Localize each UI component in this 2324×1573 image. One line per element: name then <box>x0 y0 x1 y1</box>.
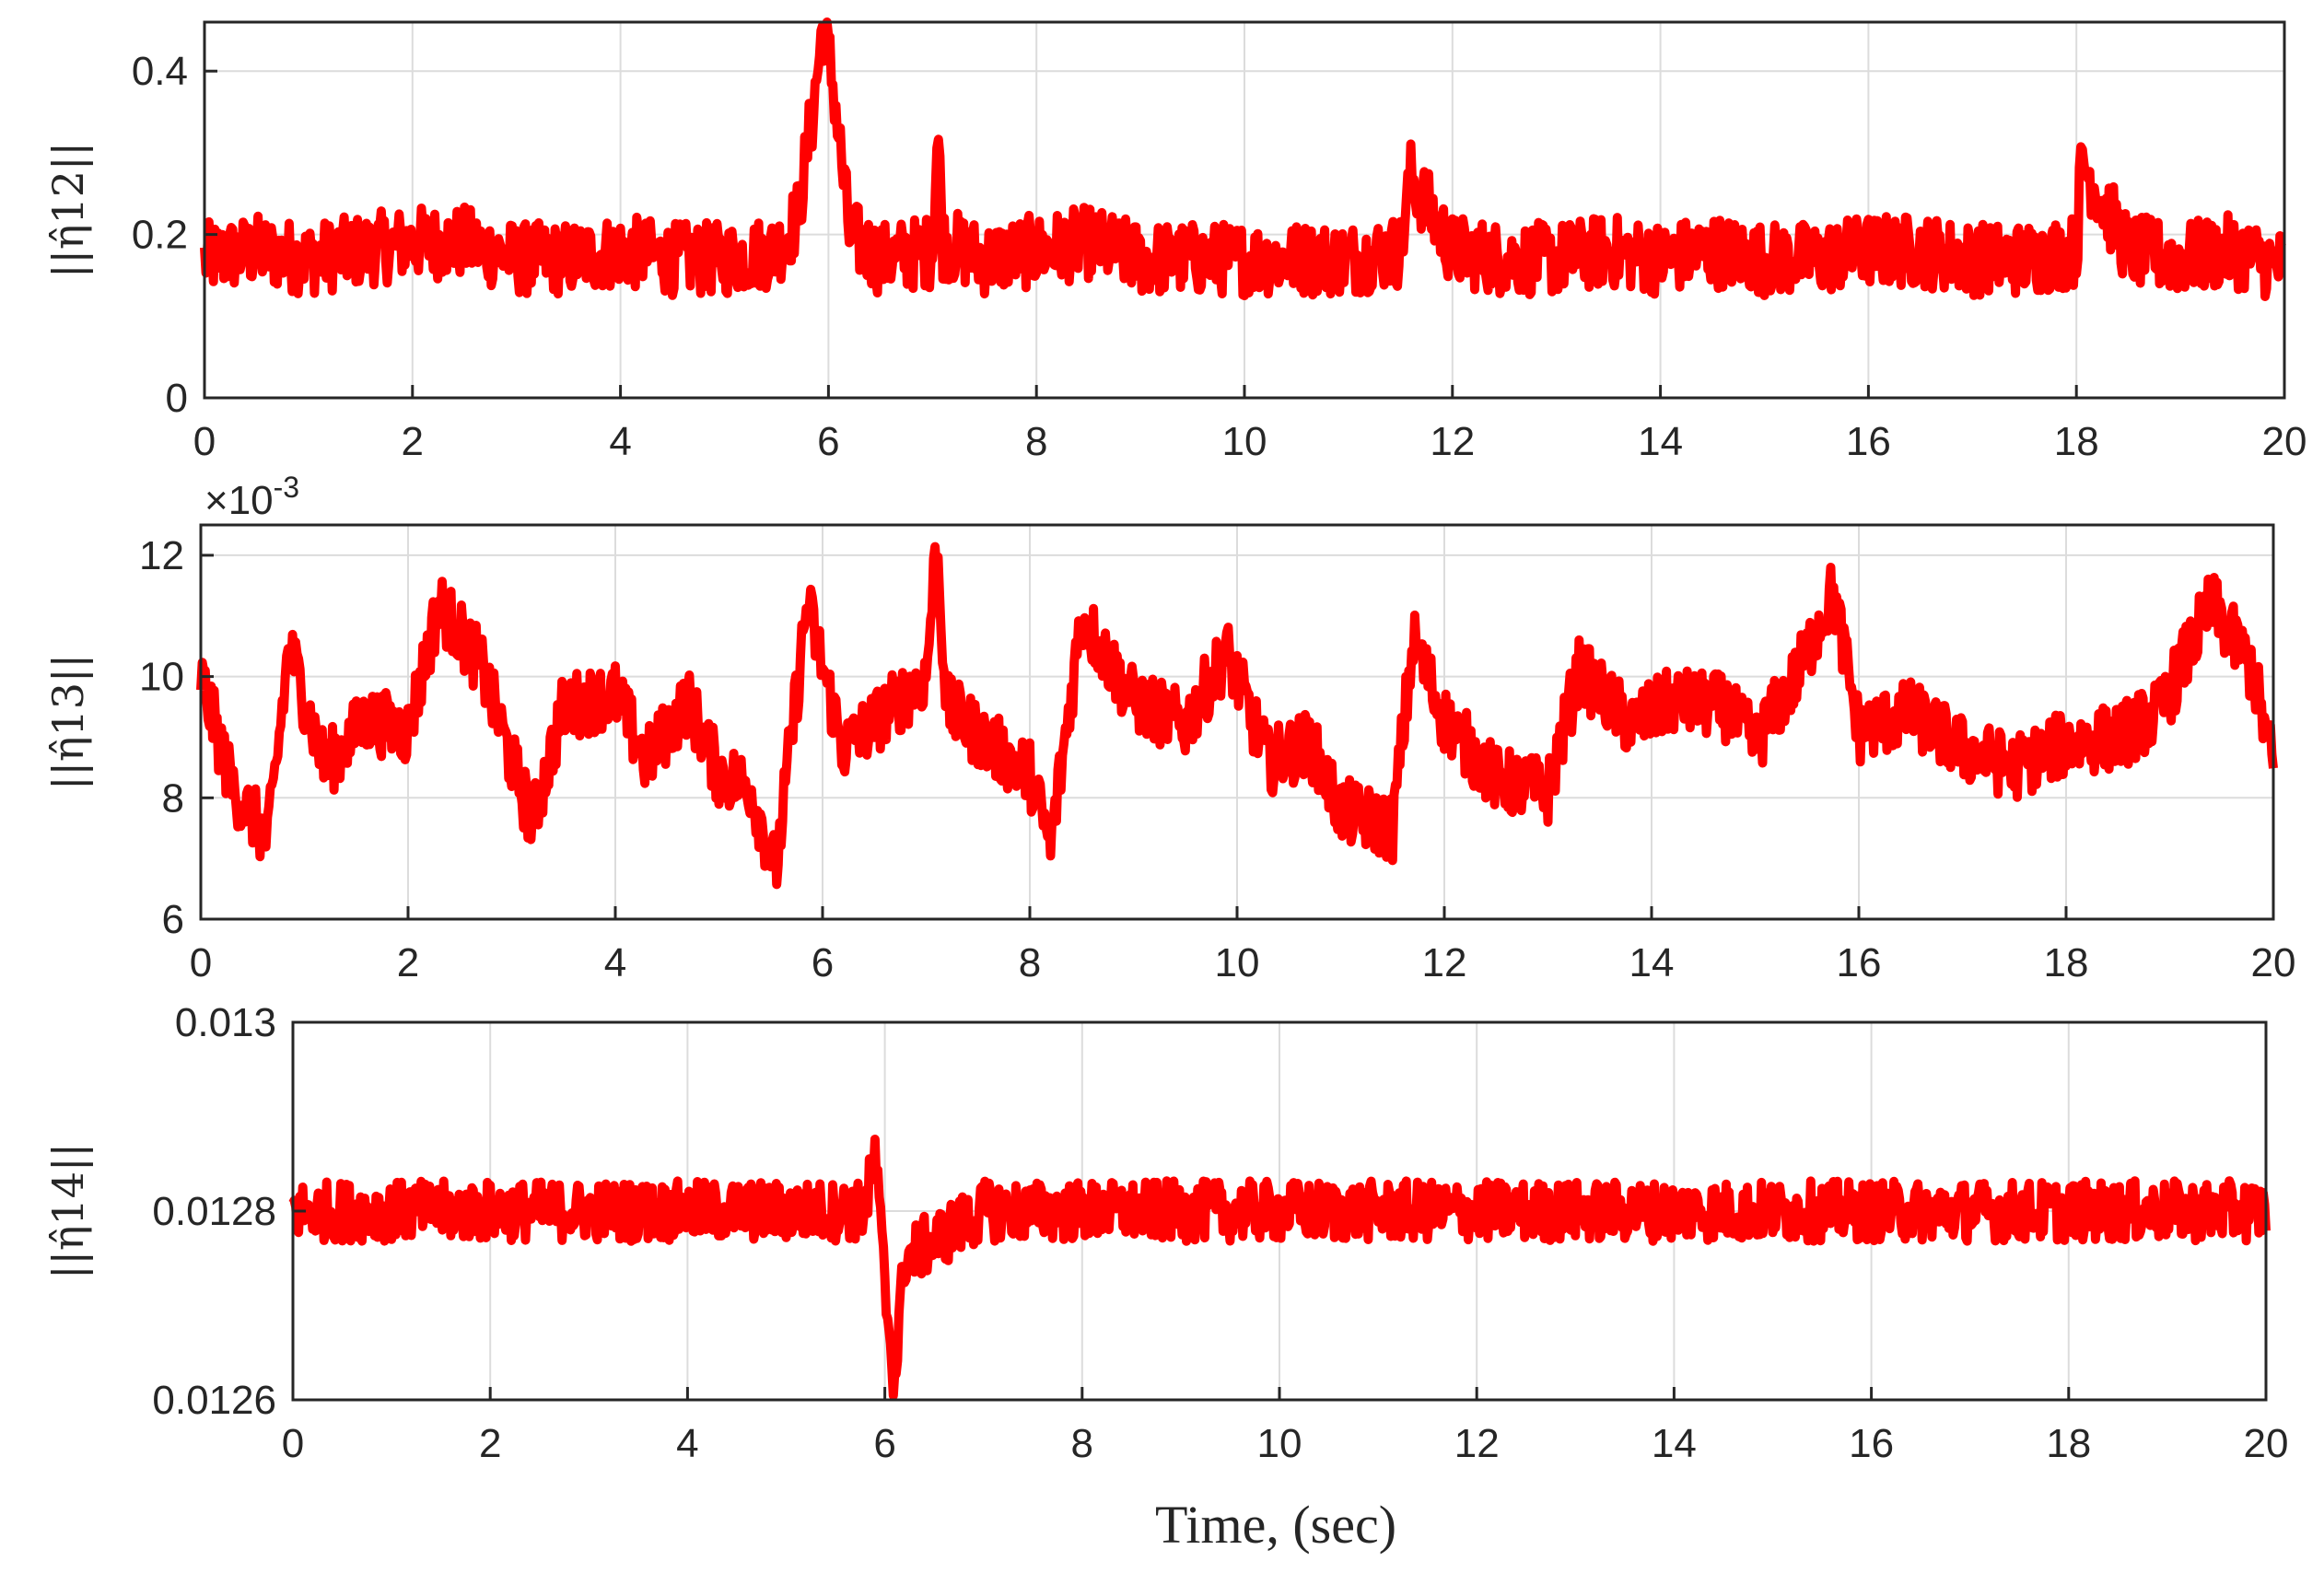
y-tick-label: 0.0126 <box>152 1378 276 1423</box>
x-tick-label: 2 <box>397 940 419 985</box>
tick-marks <box>203 69 2286 400</box>
x-tick-label: 0 <box>193 419 216 464</box>
x-tick-label: 4 <box>604 940 626 985</box>
x-tick-label: 16 <box>1837 940 1882 985</box>
x-tick-labels: 0 2 4 6 8 10 12 14 16 18 20 <box>193 419 2307 464</box>
y-axis-label: ||η̂14|| <box>43 1143 93 1279</box>
x-tick-label: 2 <box>479 1421 501 1466</box>
x-tick-labels: 0 2 4 6 8 10 12 14 16 18 20 <box>190 940 2296 985</box>
y-tick-label: 10 <box>139 655 184 700</box>
x-tick-label: 18 <box>2054 419 2099 464</box>
x-tick-label: 20 <box>2251 940 2296 985</box>
x-tick-label: 0 <box>190 940 212 985</box>
x-tick-label: 8 <box>1025 419 1047 464</box>
subplot-eta13: 0 2 4 6 8 10 12 14 16 18 20 6 8 10 12 ||η̂13|| ×10-3 <box>43 471 2295 985</box>
y-axis-label: ||η̂13|| <box>43 654 93 790</box>
x-tick-label: 6 <box>817 419 839 464</box>
y-axis-label: ||η̂12|| <box>43 142 93 278</box>
y-tick-label: 0.2 <box>132 213 188 258</box>
y-tick-label: 6 <box>162 897 184 942</box>
x-tick-label: 16 <box>1849 1421 1894 1466</box>
x-tick-label: 18 <box>2046 1421 2091 1466</box>
x-tick-label: 14 <box>1629 940 1675 985</box>
x-tick-labels: 0 2 4 6 8 10 12 14 16 18 20 <box>282 1421 2289 1466</box>
series-line-eta13 <box>196 542 2278 890</box>
x-tick-label: 6 <box>873 1421 895 1466</box>
y-tick-label: 0.0128 <box>152 1189 276 1234</box>
series-line-eta14 <box>288 1135 2271 1401</box>
y-tick-label: 0.4 <box>132 49 188 94</box>
y-tick-label: 0 <box>166 376 188 421</box>
x-axis-label: Time, (sec) <box>1155 1495 1396 1555</box>
x-tick-label: 18 <box>2044 940 2089 985</box>
x-tick-label: 10 <box>1257 1421 1302 1466</box>
y-axis-exponent: ×10-3 <box>204 471 299 523</box>
x-tick-label: 14 <box>1638 419 1683 464</box>
x-tick-label: 20 <box>2244 1421 2289 1466</box>
y-tick-label: 0.013 <box>175 1000 276 1045</box>
x-tick-label: 2 <box>402 419 424 464</box>
x-tick-label: 0 <box>282 1421 304 1466</box>
tick-marks <box>291 1020 2268 1402</box>
x-tick-label: 10 <box>1222 419 1267 464</box>
x-tick-label: 4 <box>609 419 631 464</box>
subplot-eta14: 0 2 4 6 8 10 12 14 16 18 20 0.0126 0.0128 0.013 ||η̂… <box>43 1000 2288 1466</box>
y-tick-labels: 0 0.2 0.4 <box>132 49 188 421</box>
x-tick-label: 16 <box>1846 419 1891 464</box>
series-line-eta12 <box>200 17 2288 301</box>
y-tick-labels: 6 8 10 12 <box>139 533 184 942</box>
tick-marks <box>199 553 2275 921</box>
x-tick-label: 4 <box>676 1421 698 1466</box>
x-tick-label: 12 <box>1454 1421 1500 1466</box>
x-tick-label: 14 <box>1652 1421 1697 1466</box>
y-tick-label: 12 <box>139 533 184 578</box>
grid-lines <box>204 22 2285 399</box>
subplot-eta12: 0 2 4 6 8 10 12 14 16 18 20 0 0.2 0.4 ||η̂12|| <box>43 17 2307 464</box>
y-tick-labels: 0.0126 0.0128 0.013 <box>152 1000 276 1423</box>
y-tick-label: 8 <box>162 775 184 821</box>
x-tick-label: 8 <box>1071 1421 1093 1466</box>
x-tick-label: 6 <box>812 940 834 985</box>
x-tick-label: 12 <box>1430 419 1475 464</box>
x-tick-label: 10 <box>1215 940 1260 985</box>
x-tick-label: 12 <box>1422 940 1467 985</box>
x-tick-label: 8 <box>1019 940 1041 985</box>
x-tick-label: 20 <box>2262 419 2307 464</box>
